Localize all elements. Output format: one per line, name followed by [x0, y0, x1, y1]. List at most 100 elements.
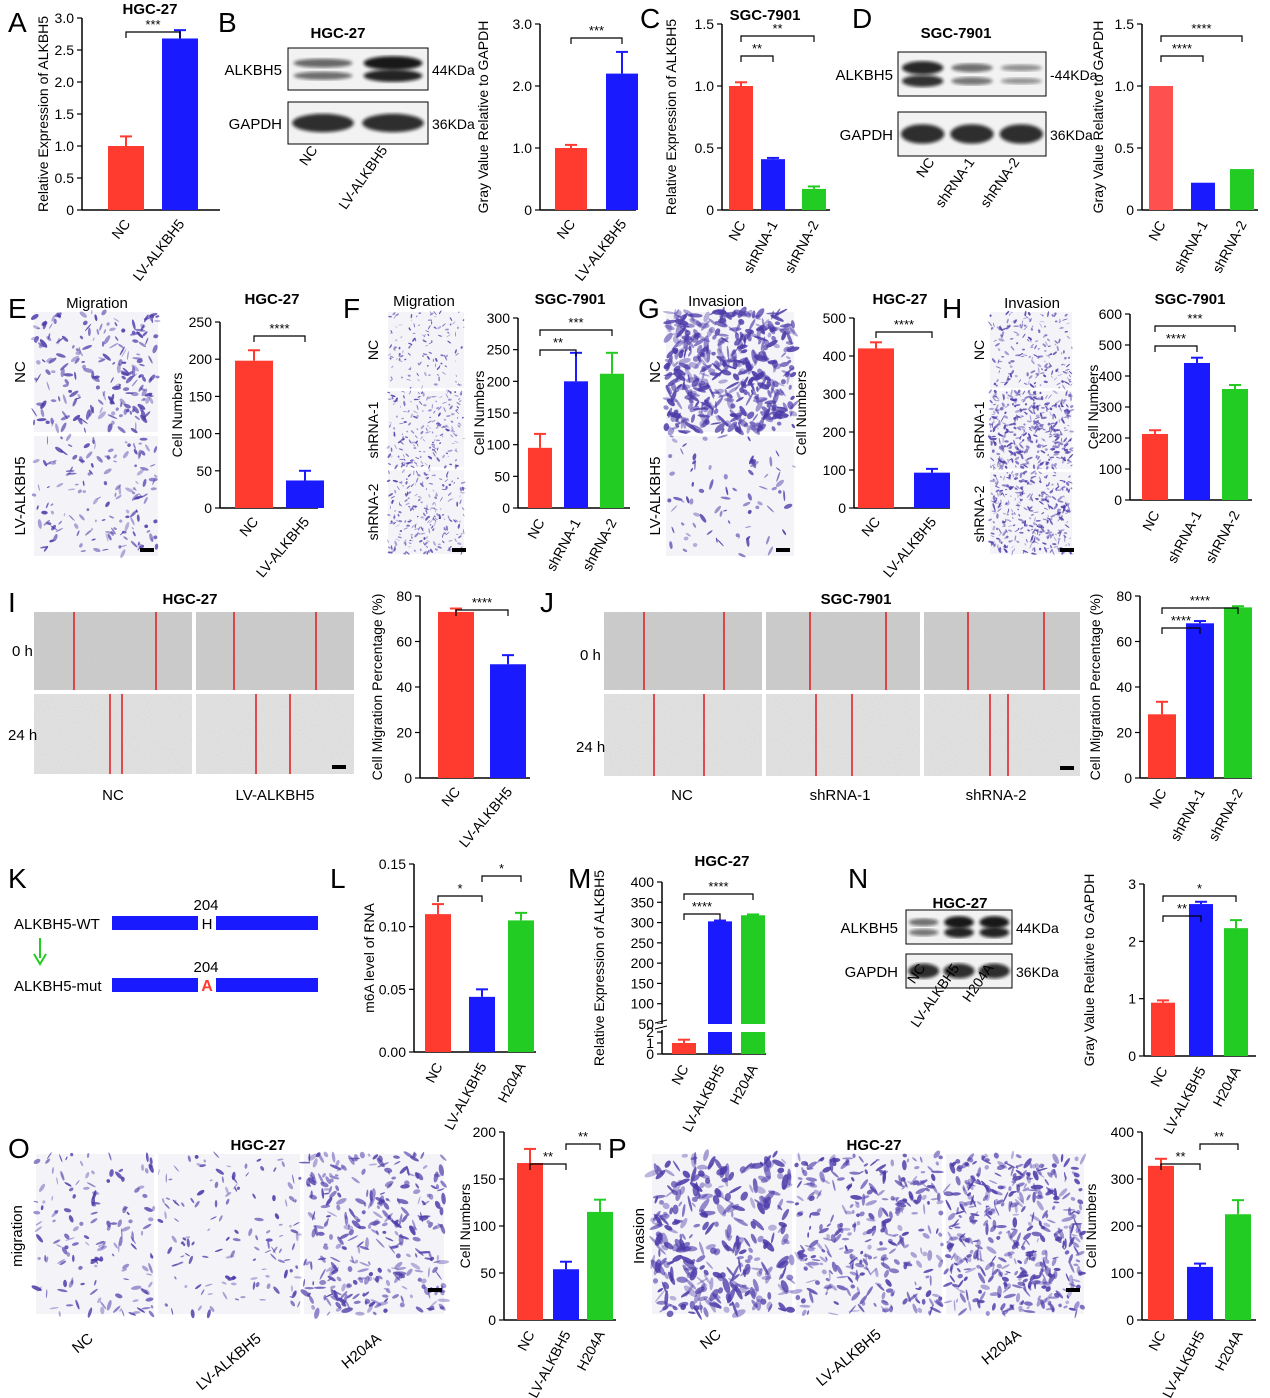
stained-cell — [431, 525, 434, 529]
stained-cell — [131, 366, 136, 378]
stained-cell — [446, 388, 448, 394]
stained-cell — [133, 442, 136, 448]
stained-cell — [403, 527, 408, 530]
stained-cell — [438, 310, 442, 315]
stained-cell — [143, 411, 151, 418]
stained-cell — [420, 430, 424, 435]
panel-letter-J: J — [540, 587, 554, 618]
stained-cell — [395, 538, 401, 541]
chart-E: 0 50 100 150 200 250 Cell Numbers HGC-27 NCLV-AL… — [169, 291, 324, 580]
bar — [564, 381, 588, 508]
stained-cell — [48, 460, 57, 465]
stained-cell — [126, 350, 129, 361]
stained-cell — [390, 495, 396, 499]
stained-cell — [459, 492, 466, 494]
bar — [1151, 1002, 1175, 1056]
stained-cell — [402, 411, 408, 413]
stained-cell — [390, 394, 396, 398]
stained-cell — [413, 323, 415, 328]
bar — [1224, 928, 1248, 1056]
significance-bracket — [875, 331, 933, 338]
stained-cell — [74, 371, 77, 380]
stained-cell — [458, 400, 462, 402]
stained-cell — [418, 324, 420, 326]
stained-cell — [79, 456, 84, 464]
stained-cell — [441, 513, 444, 516]
stained-cell — [454, 395, 459, 397]
y-tick-label: 0 — [1126, 1312, 1134, 1328]
stained-cell — [123, 536, 128, 540]
panel-letter-E: E — [8, 293, 27, 324]
stained-cell — [444, 479, 449, 483]
stained-cell — [40, 408, 45, 418]
stained-cell — [426, 364, 429, 367]
stained-cell — [462, 326, 465, 329]
stained-cell — [430, 396, 435, 398]
bar — [1184, 362, 1210, 500]
stained-cell — [153, 319, 161, 323]
stained-cell — [393, 514, 396, 520]
bar — [1148, 714, 1176, 778]
stained-cell — [125, 375, 134, 384]
stained-cell — [60, 436, 63, 440]
stained-cell — [428, 464, 431, 470]
stained-cell — [440, 508, 442, 510]
stained-cell — [149, 464, 156, 467]
stained-cell — [125, 515, 130, 519]
wound-col-label: shRNA-1 — [810, 787, 871, 804]
significance-label: ** — [1177, 901, 1187, 916]
x-tick-label: NC — [1147, 1064, 1171, 1089]
stained-cell — [461, 486, 466, 489]
stained-cell — [34, 335, 39, 343]
stained-cell — [443, 354, 447, 359]
stained-cell — [443, 526, 446, 531]
stained-cell — [387, 398, 392, 400]
stained-cell — [393, 516, 396, 519]
stained-cell — [396, 313, 399, 316]
stained-cell — [141, 388, 148, 397]
wound-row-label: 24 h — [8, 727, 37, 744]
stained-cell — [36, 327, 41, 330]
x-tick-label: NC — [514, 1328, 538, 1353]
y-tick-label: 0 — [706, 202, 714, 218]
stained-cell — [393, 427, 396, 430]
stained-cell — [403, 391, 405, 394]
stained-cell — [447, 515, 450, 520]
stained-cell — [397, 513, 400, 517]
stained-cell — [111, 385, 121, 390]
stained-cell — [31, 493, 37, 497]
stained-cell — [107, 423, 113, 433]
stained-cell — [396, 357, 398, 360]
stained-cell — [82, 490, 87, 494]
y-tick-label: 1.0 — [513, 140, 533, 156]
stained-cell — [121, 348, 127, 358]
stained-cell — [130, 540, 138, 548]
stained-cell — [430, 548, 433, 553]
panel-letter-C: C — [640, 3, 660, 34]
significance-label: ** — [543, 1149, 553, 1164]
stained-cell — [418, 526, 421, 531]
stained-cell — [460, 481, 466, 484]
stained-cell — [434, 384, 438, 386]
stained-cell — [455, 331, 456, 337]
blot-band-label: GAPDH — [845, 964, 898, 981]
stained-cell — [83, 367, 94, 373]
stained-cell — [391, 396, 394, 400]
x-tick-label: shRNA-1 — [1170, 218, 1211, 276]
stained-cell — [394, 540, 398, 546]
y-axis-label: Cell Numbers — [1083, 1184, 1099, 1269]
stained-cell — [440, 354, 444, 357]
stained-cell — [56, 482, 64, 488]
y-tick-label: 0.00 — [379, 1044, 406, 1060]
y-tick-label: 250 — [631, 935, 655, 951]
stained-cell — [428, 515, 431, 518]
y-tick-label: 200 — [189, 351, 213, 367]
stained-cell — [413, 549, 416, 552]
x-tick-label: NC — [1145, 1328, 1169, 1353]
significance-bracket — [1154, 345, 1198, 352]
stained-cell — [388, 470, 390, 475]
stained-cell — [416, 442, 419, 447]
bar — [438, 611, 474, 778]
stained-cell — [677, 383, 683, 389]
bar — [1224, 607, 1252, 778]
